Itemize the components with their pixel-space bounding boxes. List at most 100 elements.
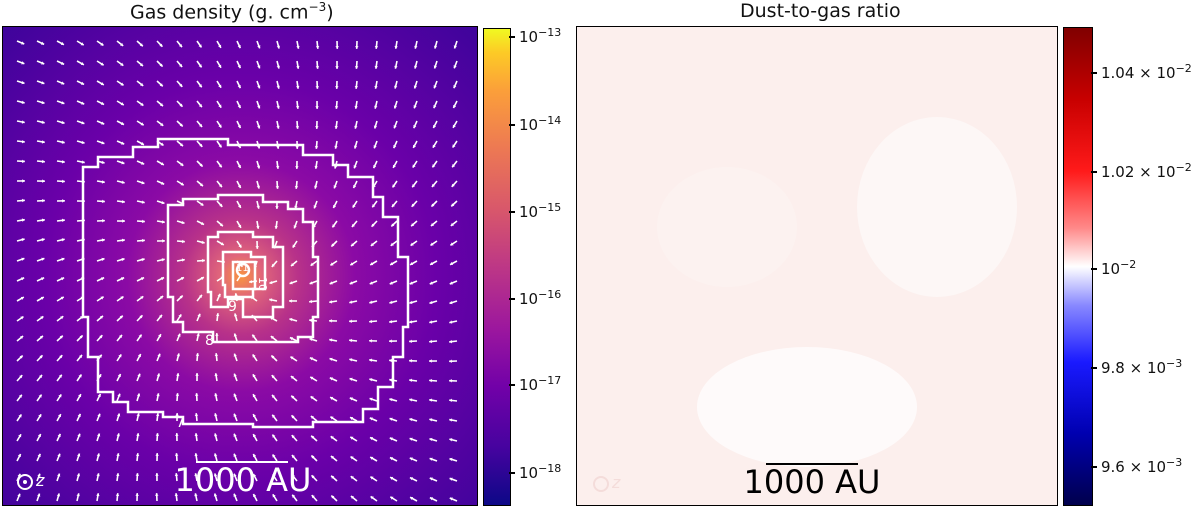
velocity-arrowhead	[413, 85, 418, 89]
velocity-arrowhead	[349, 397, 353, 401]
velocity-arrowhead	[238, 244, 242, 248]
velocity-arrowhead	[333, 165, 338, 169]
velocity-arrowhead	[38, 374, 43, 379]
velocity-arrowhead	[252, 334, 256, 338]
velocity-arrowhead	[350, 476, 354, 480]
velocity-arrowhead	[40, 296, 44, 300]
velocity-arrowhead	[179, 83, 183, 87]
velocity-arrowhead	[409, 477, 414, 481]
contour-label-9: 9	[228, 299, 237, 315]
velocity-arrowhead	[42, 179, 45, 183]
velocity-arrowhead	[369, 281, 373, 285]
dust-to-gas-plot	[577, 27, 1057, 505]
velocity-arrowhead	[330, 456, 335, 460]
velocity-arrowhead	[160, 142, 164, 146]
velocity-arrowhead	[99, 335, 103, 339]
velocity-arrowhead	[161, 220, 165, 224]
velocity-arrowhead	[217, 293, 221, 297]
velocity-arrowhead	[409, 378, 413, 383]
velocity-arrowhead	[61, 120, 65, 125]
velocity-arrowhead	[98, 374, 102, 378]
velocity-arrowhead	[218, 144, 222, 148]
velocity-arrowhead	[61, 218, 65, 223]
gas-density-heatmap: 7 8 9 10 11 z 1000 AU	[2, 26, 478, 506]
velocity-arrowhead	[433, 85, 437, 89]
gas-density-colorbar-tick-2: 10−15	[508, 201, 562, 221]
velocity-arrowhead	[373, 125, 378, 129]
velocity-arrowhead	[333, 185, 337, 189]
velocity-arrowhead	[389, 358, 392, 363]
velocity-arrowhead	[21, 237, 25, 242]
velocity-arrowhead	[354, 105, 358, 109]
velocity-arrowhead	[156, 373, 161, 377]
velocity-arrowhead	[20, 316, 24, 320]
velocity-arrowhead	[272, 494, 276, 498]
velocity-arrowhead	[233, 433, 237, 437]
velocity-arrowhead	[194, 413, 199, 416]
velocity-arrowhead	[139, 315, 143, 319]
velocity-arrowhead	[96, 453, 101, 457]
velocity-arrowhead	[409, 281, 413, 285]
velocity-arrowhead	[194, 393, 199, 396]
velocity-arrowhead	[237, 204, 242, 208]
velocity-arrowhead	[253, 494, 257, 498]
velocity-arrowhead	[57, 453, 61, 457]
velocity-arrowhead	[155, 493, 159, 496]
velocity-arrowhead	[116, 433, 120, 437]
velocity-arrowhead	[174, 473, 179, 476]
velocity-arrowhead	[101, 160, 105, 165]
velocity-arrowhead	[79, 335, 83, 339]
velocity-arrowhead	[233, 493, 237, 497]
velocity-arrowhead	[18, 414, 22, 418]
velocity-arrowhead	[101, 141, 105, 145]
velocity-arrowhead	[17, 493, 21, 497]
velocity-arrowhead	[121, 238, 125, 243]
scale-bar-label: 1000 AU	[174, 461, 312, 499]
velocity-arrowhead	[179, 103, 183, 107]
velocity-arrowhead	[274, 225, 279, 229]
velocity-arrowhead	[179, 143, 183, 147]
velocity-arrowhead	[19, 336, 24, 340]
velocity-arrowhead	[449, 379, 452, 383]
velocity-arrowhead	[78, 374, 82, 378]
velocity-arrowhead	[156, 393, 160, 397]
velocity-arrowhead	[411, 223, 415, 227]
velocity-arrowhead	[430, 242, 434, 246]
velocity-arrowhead	[350, 416, 354, 421]
velocity-arrowhead	[450, 222, 454, 226]
dust-to-gas-title: Dust-to-gas ratio	[740, 0, 901, 22]
velocity-arrowhead	[349, 338, 352, 343]
gas-density-colorbar-tick-0: 10−13	[508, 26, 562, 46]
dust-to-gas-colorbar-tick-4: 9.6 × 10−3	[1090, 456, 1183, 476]
velocity-arrowhead	[39, 355, 43, 359]
velocity-arrowhead	[272, 434, 276, 438]
velocity-arrowhead	[291, 395, 295, 399]
velocity-arrowhead	[96, 433, 101, 437]
velocity-arrowhead	[194, 453, 198, 457]
velocity-arrowhead	[392, 164, 396, 168]
velocity-arrowhead	[136, 413, 140, 417]
gas-density-colorbar	[483, 28, 511, 506]
velocity-arrowhead	[453, 65, 457, 69]
velocity-arrowhead	[218, 84, 222, 88]
velocity-arrowhead	[179, 63, 183, 67]
out-of-plane-icon-right	[593, 475, 609, 492]
velocity-arrowhead	[18, 434, 22, 438]
velocity-arrowhead	[329, 338, 333, 342]
velocity-arrowhead	[233, 353, 237, 357]
velocity-arrowhead	[389, 378, 393, 382]
velocity-arrowhead	[315, 86, 320, 89]
velocity-arrowhead	[389, 300, 393, 305]
velocity-arrowhead	[42, 198, 45, 203]
velocity-arrowhead	[315, 66, 320, 69]
velocity-arrowhead	[158, 334, 162, 338]
velocity-arrowhead	[452, 144, 456, 148]
velocity-arrowhead	[252, 454, 257, 458]
velocity-arrowhead	[295, 166, 299, 169]
velocity-arrowhead	[99, 315, 103, 319]
velocity-arrowhead	[218, 124, 222, 128]
velocity-arrowhead	[296, 85, 300, 89]
velocity-arrowhead	[389, 457, 394, 461]
velocity-arrowhead	[198, 294, 202, 299]
velocity-arrowhead	[329, 357, 333, 362]
